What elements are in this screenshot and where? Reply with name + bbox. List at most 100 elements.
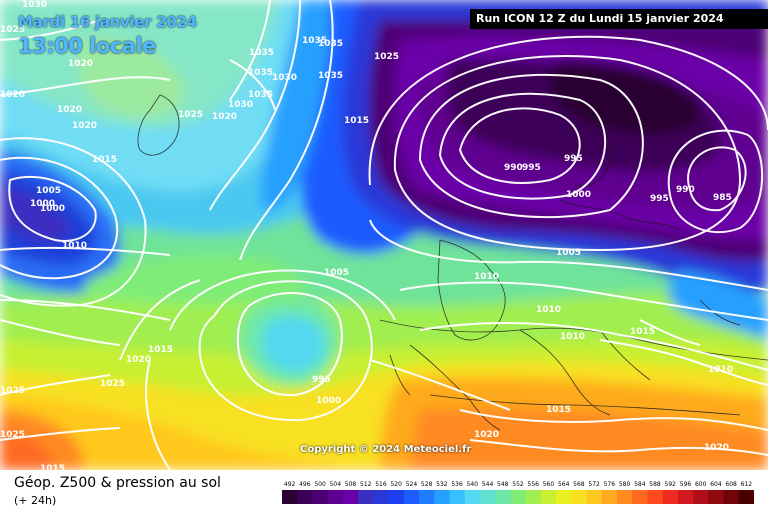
scale-tick-label: 492 (284, 481, 296, 488)
isobar-label: 1020 (704, 443, 729, 453)
isobar-label: 1005 (324, 268, 349, 278)
isobar-label: 1015 (630, 327, 655, 337)
scale-swatch (495, 490, 511, 504)
isobar-label: 1015 (148, 345, 173, 355)
scale-tick-label: 532 (436, 481, 448, 488)
scale-tick-label: 536 (451, 481, 463, 488)
scale-swatch (662, 490, 679, 504)
isobar-label: 1035 (248, 90, 273, 100)
isobar-label: 1000 (316, 396, 341, 406)
scale-swatch (327, 490, 344, 504)
scale-tick-label: 520 (390, 481, 402, 488)
scale-swatch (388, 490, 405, 504)
isobar-label: 1020 (68, 59, 93, 69)
isobar-label: 1035 (302, 36, 327, 46)
scale-tick-label: 608 (725, 481, 737, 488)
isobars (0, 0, 768, 470)
scale-tick-label: 548 (497, 481, 509, 488)
isobar-label: 1020 (57, 105, 82, 115)
scale-swatch (342, 490, 359, 504)
scale-swatch (708, 490, 725, 504)
scale-tick-label: 560 (543, 481, 555, 488)
isobar-label: 990 (504, 163, 523, 173)
isobar-label: 1010 (474, 272, 499, 282)
isobar-label: 1015 (92, 155, 117, 165)
forecast-time: 13:00 locale (18, 34, 156, 58)
scale-swatch (464, 490, 481, 504)
scale-swatch (434, 490, 450, 504)
isobar-label: 1020 (474, 430, 499, 440)
copyright-notice: Copyright © 2024 Meteociel.fr (300, 444, 472, 455)
isobar-labels: 1030 1025 1020 1020 1020 1020 1035 1035 … (0, 0, 733, 470)
isobar-label: 1000 (40, 204, 65, 214)
isobar-label: 1005 (36, 186, 61, 196)
scale-tick-label: 588 (649, 481, 661, 488)
scale-tick-label: 552 (512, 481, 524, 488)
forecast-date: Mardi 16 janvier 2024 (18, 13, 197, 31)
z500-color-field (0, 0, 768, 470)
scale-tick-label: 496 (299, 481, 311, 488)
isobar-label: 995 (650, 194, 669, 204)
isobar-label: 1020 (126, 355, 151, 365)
scale-tick-label: 508 (345, 481, 357, 488)
scale-swatch (297, 490, 313, 504)
scale-swatch (419, 490, 435, 504)
scale-tick-label: 540 (467, 481, 479, 488)
scale-swatch (586, 490, 603, 504)
scale-tick-label: 612 (741, 481, 753, 488)
weather-map: 1030 1025 1020 1020 1020 1020 1035 1035 … (0, 0, 768, 470)
scale-swatch (556, 490, 572, 504)
isobar-label: 1035 (249, 48, 274, 58)
isobar-label: 1030 (22, 0, 47, 10)
scale-swatch (616, 490, 633, 504)
scale-tick-label: 528 (421, 481, 433, 488)
scale-swatch (358, 490, 374, 504)
scale-swatch (693, 490, 709, 504)
scale-swatch (525, 490, 542, 504)
isobar-label: 1035 (318, 39, 343, 49)
color-scale: 492 496 500 504 508 512 516 520 524 528 532 536 540 5… (282, 481, 754, 504)
scale-swatch (677, 490, 694, 504)
scale-tick-label: 600 (695, 481, 707, 488)
scale-swatch (403, 490, 420, 504)
isobar-label: 995 (312, 375, 331, 385)
scale-tick-label: 584 (634, 481, 646, 488)
isobar-label: 990 (676, 185, 695, 195)
isobar-label: 1025 (374, 52, 399, 62)
scale-swatch (571, 490, 588, 504)
scale-swatch (601, 490, 618, 504)
isobar-label: 1010 (536, 305, 561, 315)
isobar-label: 1025 (0, 430, 25, 440)
run-info-banner: Run ICON 12 Z du Lundi 15 janvier 2024 (470, 9, 768, 29)
scale-tick-label: 564 (558, 481, 570, 488)
scale-tick-label: 568 (573, 481, 585, 488)
scale-swatch (723, 490, 740, 504)
scale-swatch (282, 490, 298, 504)
scale-tick-label: 512 (360, 481, 372, 488)
isobar-label: 1020 (0, 90, 25, 100)
scale-tick-label: 544 (482, 481, 494, 488)
isobar-label: 995 (564, 154, 583, 164)
isobar-label: 1025 (178, 110, 203, 120)
scale-tick-label: 580 (619, 481, 631, 488)
isobar-label: 1015 (40, 464, 65, 470)
isobar-label: 1000 (566, 190, 591, 200)
scale-tick-label: 504 (330, 481, 342, 488)
isobar-label: 1010 (560, 332, 585, 342)
isobar-label: 1015 (546, 405, 571, 415)
scale-tick-label: 556 (528, 481, 540, 488)
scale-swatch (738, 490, 754, 504)
scale-swatch (647, 490, 664, 504)
isobar-label: 1030 (272, 73, 297, 83)
scale-swatch (479, 490, 496, 504)
scale-tick-label: 596 (680, 481, 692, 488)
isobar-label: 1025 (0, 25, 25, 35)
scale-swatch (510, 490, 527, 504)
isobar-label: 1000 (30, 199, 55, 209)
isobar-label: 1025 (100, 379, 125, 389)
isobar-label: 1010 (708, 365, 733, 375)
isobar-label: 1015 (344, 116, 369, 126)
legend-subtitle: (+ 24h) (14, 494, 57, 507)
legend-title: Géop. Z500 & pression au sol (14, 475, 221, 491)
